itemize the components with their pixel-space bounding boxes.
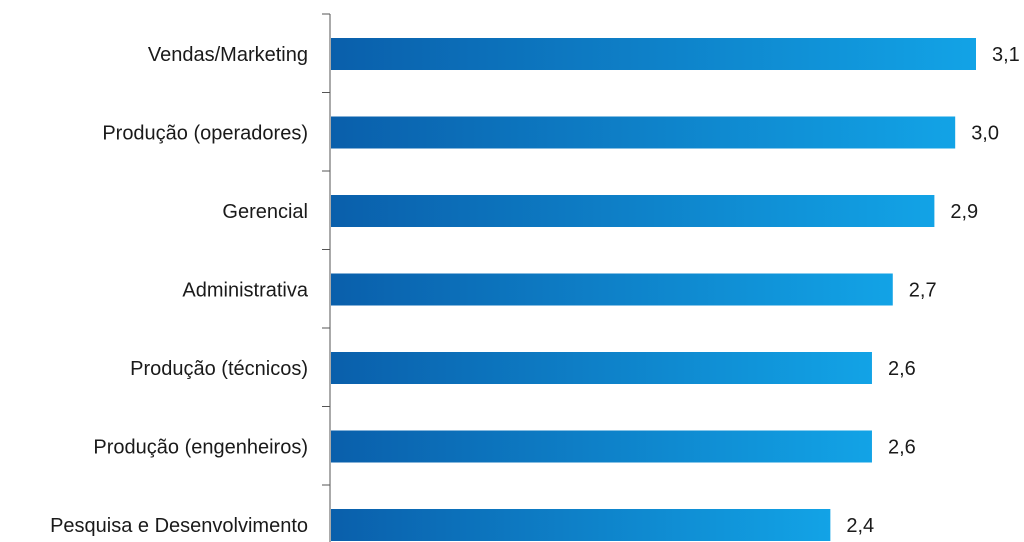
bar xyxy=(331,273,893,306)
value-label: 2,9 xyxy=(950,201,978,223)
bar xyxy=(331,116,956,149)
category-label: Produção (técnicos) xyxy=(130,358,308,380)
category-label: Gerencial xyxy=(222,201,308,223)
value-label: 2,6 xyxy=(888,437,916,459)
category-label: Vendas/Marketing xyxy=(148,44,308,66)
category-label: Administrativa xyxy=(182,280,308,302)
value-label: 3,0 xyxy=(971,123,999,145)
bar xyxy=(331,38,976,70)
value-label: 2,7 xyxy=(909,280,937,302)
category-labels: Vendas/Marketing Produção (operadores) Ger… xyxy=(50,44,309,537)
bars xyxy=(331,38,976,541)
bar xyxy=(331,509,831,541)
value-labels: 3,1 3,0 2,9 2,7 2,6 2,6 2,4 xyxy=(846,44,1019,537)
bar xyxy=(331,195,935,227)
category-label: Produção (engenheiros) xyxy=(93,437,308,459)
y-axis xyxy=(322,13,331,542)
category-label: Produção (operadores) xyxy=(102,123,308,145)
bar xyxy=(331,352,872,384)
value-label: 2,6 xyxy=(888,358,916,380)
value-label: 2,4 xyxy=(846,515,874,537)
value-label: 3,1 xyxy=(992,44,1020,66)
category-label: Pesquisa e Desenvolvimento xyxy=(50,515,308,537)
bar xyxy=(331,430,872,463)
